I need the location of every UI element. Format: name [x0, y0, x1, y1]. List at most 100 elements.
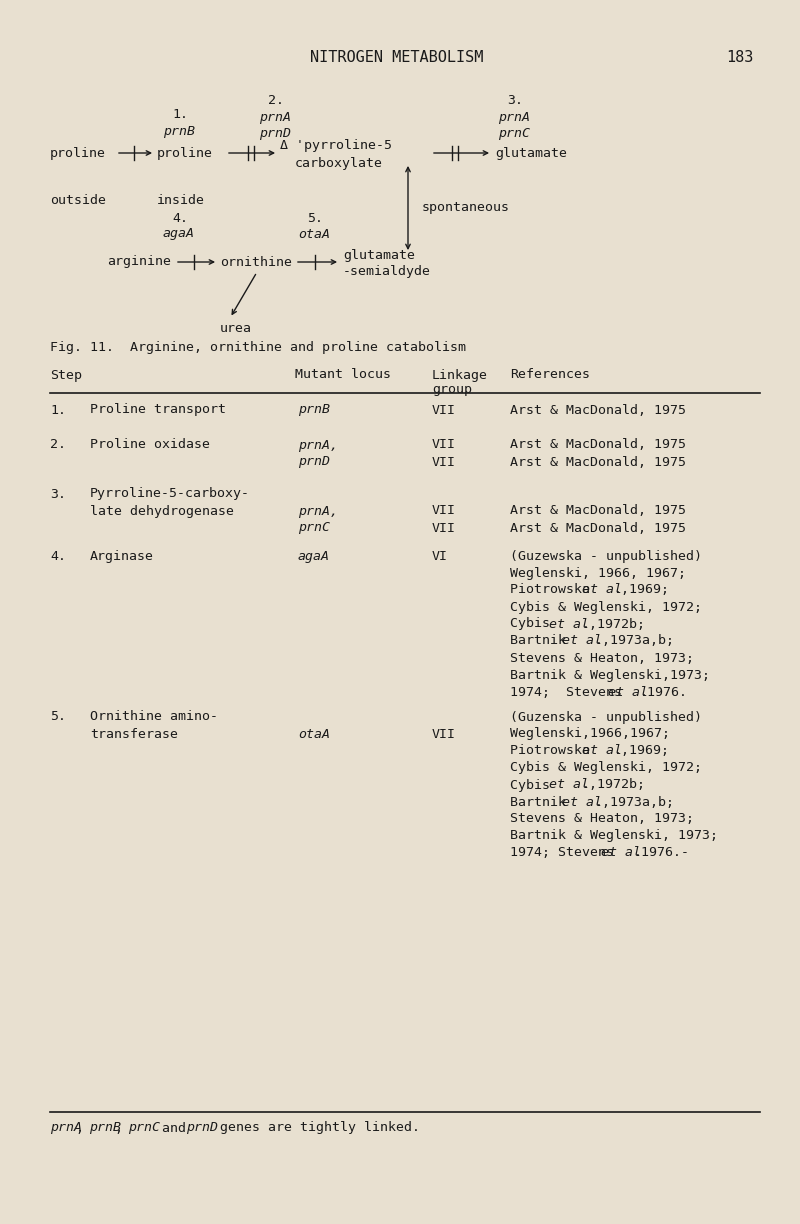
Text: References: References [510, 368, 590, 382]
Text: Arginase: Arginase [90, 550, 154, 563]
Text: .,1972b;: .,1972b; [582, 778, 646, 792]
Text: prnA: prnA [50, 1121, 82, 1135]
Text: Ornithine amino-: Ornithine amino- [90, 710, 218, 723]
Text: Bartnik: Bartnik [510, 796, 574, 809]
Text: Piotrowska: Piotrowska [510, 584, 598, 596]
Text: et al: et al [607, 685, 647, 699]
Text: Arst & MacDonald, 1975: Arst & MacDonald, 1975 [510, 455, 686, 469]
Text: otaA: otaA [298, 228, 330, 240]
Text: group: group [432, 383, 472, 397]
Text: 3.: 3. [507, 93, 523, 106]
Text: prnA: prnA [498, 110, 530, 124]
Text: Bartnik & Weglenski,1973;: Bartnik & Weglenski,1973; [510, 668, 710, 682]
Text: Weglenski, 1966, 1967;: Weglenski, 1966, 1967; [510, 567, 686, 579]
Text: et al: et al [562, 796, 602, 809]
Text: Cybis & Weglenski, 1972;: Cybis & Weglenski, 1972; [510, 761, 702, 775]
Text: prnD: prnD [259, 126, 291, 140]
Text: and: and [154, 1121, 194, 1135]
Text: Stevens & Heaton, 1973;: Stevens & Heaton, 1973; [510, 813, 694, 825]
Text: Pyrroline-5-carboxy-: Pyrroline-5-carboxy- [90, 487, 250, 501]
Text: Δ 'pyrroline-5: Δ 'pyrroline-5 [280, 140, 392, 153]
Text: 3.: 3. [50, 487, 66, 501]
Text: proline: proline [157, 147, 213, 159]
Text: urea: urea [220, 322, 252, 334]
Text: et al: et al [549, 778, 589, 792]
Text: et al: et al [562, 634, 602, 647]
Text: prnB: prnB [89, 1121, 121, 1135]
Text: agaA: agaA [298, 550, 330, 563]
Text: Cybis & Weglenski, 1972;: Cybis & Weglenski, 1972; [510, 601, 702, 613]
Text: VII: VII [432, 455, 456, 469]
Text: 183: 183 [726, 50, 754, 66]
Text: prnB: prnB [163, 126, 195, 138]
Text: Cybis: Cybis [510, 617, 558, 630]
Text: prnA,: prnA, [298, 504, 338, 518]
Text: .,1969;: .,1969; [614, 584, 670, 596]
Text: .,1969;: .,1969; [614, 744, 670, 758]
Text: Step: Step [50, 368, 82, 382]
Text: VII: VII [432, 438, 456, 452]
Text: Bartnik & Weglenski, 1973;: Bartnik & Weglenski, 1973; [510, 830, 718, 842]
Text: VII: VII [432, 521, 456, 535]
Text: Linkage: Linkage [432, 368, 488, 382]
Text: prnA,: prnA, [298, 438, 338, 452]
Text: Piotrowska: Piotrowska [510, 744, 598, 758]
Text: .,1972b;: .,1972b; [582, 617, 646, 630]
Text: Arst & MacDonald, 1975: Arst & MacDonald, 1975 [510, 404, 686, 416]
Text: agaA: agaA [163, 228, 195, 240]
Text: NITROGEN METABOLISM: NITROGEN METABOLISM [310, 50, 483, 66]
Text: .1976.: .1976. [640, 685, 688, 699]
Text: late dehydrogenase: late dehydrogenase [90, 504, 234, 518]
Text: et al: et al [601, 847, 641, 859]
Text: et al: et al [549, 617, 589, 630]
Text: 2.: 2. [50, 438, 66, 452]
Text: 5.: 5. [50, 710, 66, 723]
Text: proline: proline [50, 147, 106, 159]
Text: 1.: 1. [50, 404, 66, 416]
Text: 1974;  Stevens: 1974; Stevens [510, 685, 630, 699]
Text: prnC: prnC [298, 521, 330, 535]
Text: prnC: prnC [498, 126, 530, 140]
Text: Proline transport: Proline transport [90, 404, 226, 416]
Text: Arst & MacDonald, 1975: Arst & MacDonald, 1975 [510, 521, 686, 535]
Text: outside: outside [50, 193, 106, 207]
Text: VII: VII [432, 727, 456, 741]
Text: inside: inside [157, 193, 205, 207]
Text: 2.: 2. [268, 93, 284, 106]
Text: -semialdyde: -semialdyde [343, 264, 431, 278]
Text: prnA: prnA [259, 110, 291, 124]
Text: otaA: otaA [298, 727, 330, 741]
Text: .,1973a,b;: .,1973a,b; [594, 796, 674, 809]
Text: et al: et al [582, 584, 622, 596]
Text: Cybis: Cybis [510, 778, 558, 792]
Text: 4.: 4. [172, 212, 188, 224]
Text: prnC: prnC [128, 1121, 160, 1135]
Text: Mutant locus: Mutant locus [295, 368, 391, 382]
Text: Arst & MacDonald, 1975: Arst & MacDonald, 1975 [510, 504, 686, 518]
Text: 4.: 4. [50, 550, 66, 563]
Text: VII: VII [432, 504, 456, 518]
Text: arginine: arginine [107, 256, 171, 268]
Text: carboxylate: carboxylate [295, 157, 383, 169]
Text: Weglenski,1966,1967;: Weglenski,1966,1967; [510, 727, 670, 741]
Text: (Guzenska - unpublished): (Guzenska - unpublished) [510, 710, 702, 723]
Text: Fig. 11.  Arginine, ornithine and proline catabolism: Fig. 11. Arginine, ornithine and proline… [50, 341, 466, 355]
Text: 5.: 5. [307, 212, 323, 224]
Text: prnB: prnB [298, 404, 330, 416]
Text: ,: , [76, 1121, 92, 1135]
Text: 1974; Stevens: 1974; Stevens [510, 847, 622, 859]
Text: VII: VII [432, 404, 456, 416]
Text: (Guzewska - unpublished): (Guzewska - unpublished) [510, 550, 702, 563]
Text: .,1973a,b;: .,1973a,b; [594, 634, 674, 647]
Text: Arst & MacDonald, 1975: Arst & MacDonald, 1975 [510, 438, 686, 452]
Text: Stevens & Heaton, 1973;: Stevens & Heaton, 1973; [510, 651, 694, 665]
Text: transferase: transferase [90, 727, 178, 741]
Text: glutamate: glutamate [495, 147, 567, 159]
Text: Bartnik: Bartnik [510, 634, 574, 647]
Text: .1976.-: .1976.- [634, 847, 690, 859]
Text: glutamate: glutamate [343, 248, 415, 262]
Text: Proline oxidase: Proline oxidase [90, 438, 210, 452]
Text: spontaneous: spontaneous [422, 202, 510, 214]
Text: prnD: prnD [298, 455, 330, 469]
Text: et al: et al [582, 744, 622, 758]
